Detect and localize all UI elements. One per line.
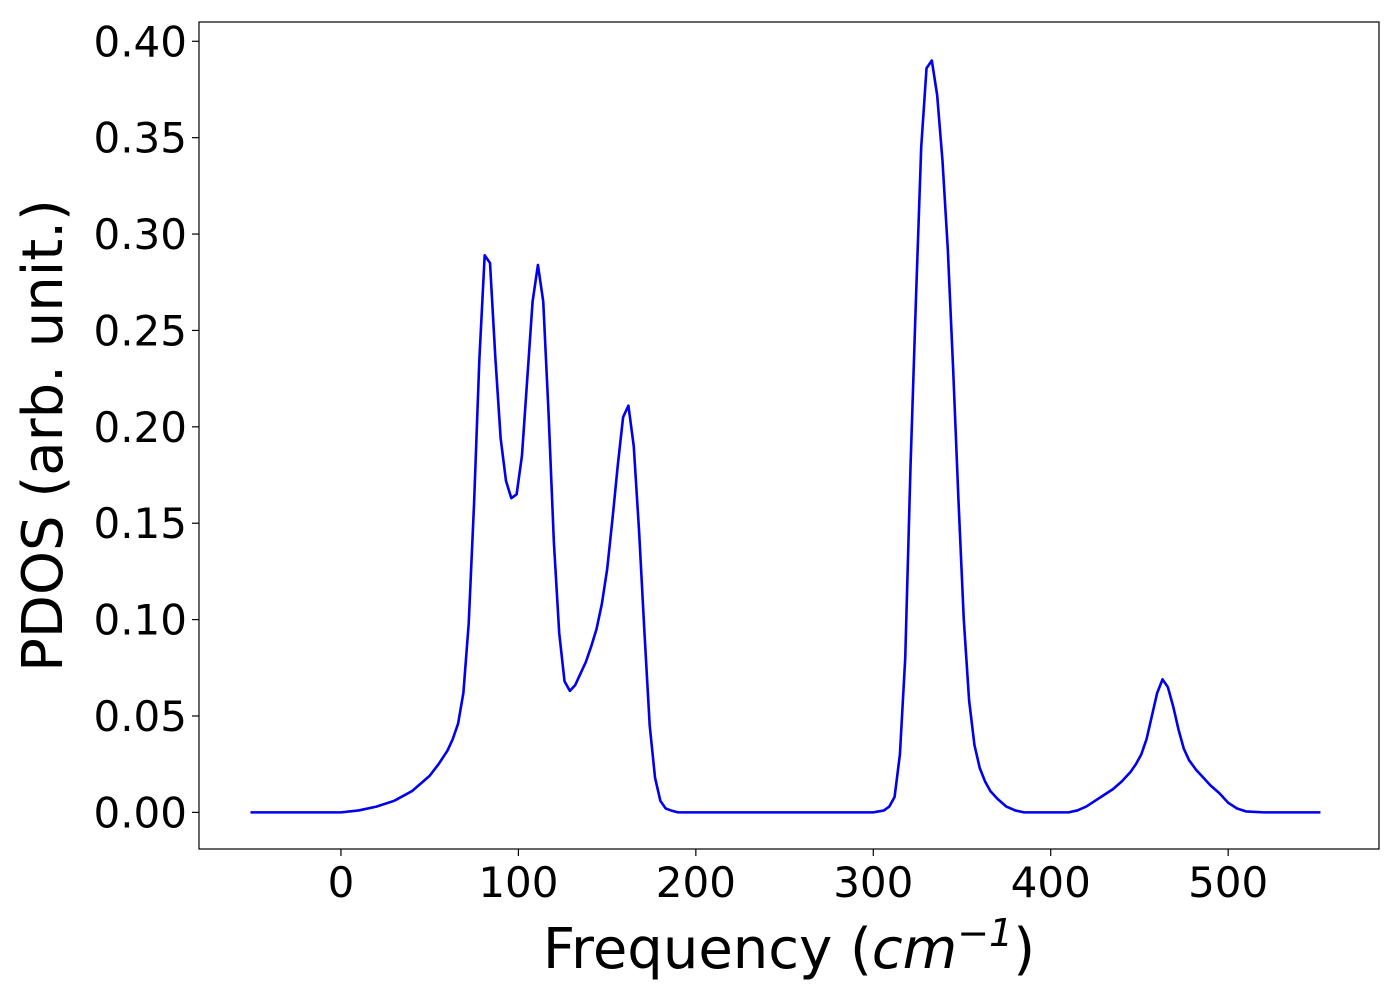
x-tick-label: 300 xyxy=(833,858,913,907)
y-axis-ticks: 0.00 0.05 0.10 0.15 0.20 0.25 0.30 0.35 0.40 xyxy=(93,17,199,837)
x-axis-label: Frequency (cm−1) xyxy=(543,911,1035,982)
y-tick-label: 0.30 xyxy=(93,210,187,259)
x-tick-label: 100 xyxy=(478,858,558,907)
plot-frame xyxy=(198,21,1380,850)
x-tick-label: 400 xyxy=(1011,858,1091,907)
series-line-0 xyxy=(250,59,1321,814)
y-axis-label: PDOS (arb. unit.) xyxy=(11,199,76,672)
x-tick-label: 500 xyxy=(1188,858,1268,907)
y-tick-label: 0.00 xyxy=(93,788,187,837)
y-tick-label: 0.35 xyxy=(93,114,187,163)
y-tick-label: 0.25 xyxy=(93,306,187,355)
y-tick-label: 0.20 xyxy=(93,403,187,452)
y-tick-label: 0.15 xyxy=(93,499,187,548)
x-axis-ticks: 0 100 200 300 400 500 xyxy=(328,849,1268,907)
plot-area xyxy=(198,21,1380,850)
x-tick-label: 200 xyxy=(656,858,736,907)
x-tick-label: 0 xyxy=(328,858,355,907)
y-tick-label: 0.05 xyxy=(93,692,187,741)
y-tick-label: 0.10 xyxy=(93,596,187,645)
y-tick-label: 0.40 xyxy=(93,17,187,66)
